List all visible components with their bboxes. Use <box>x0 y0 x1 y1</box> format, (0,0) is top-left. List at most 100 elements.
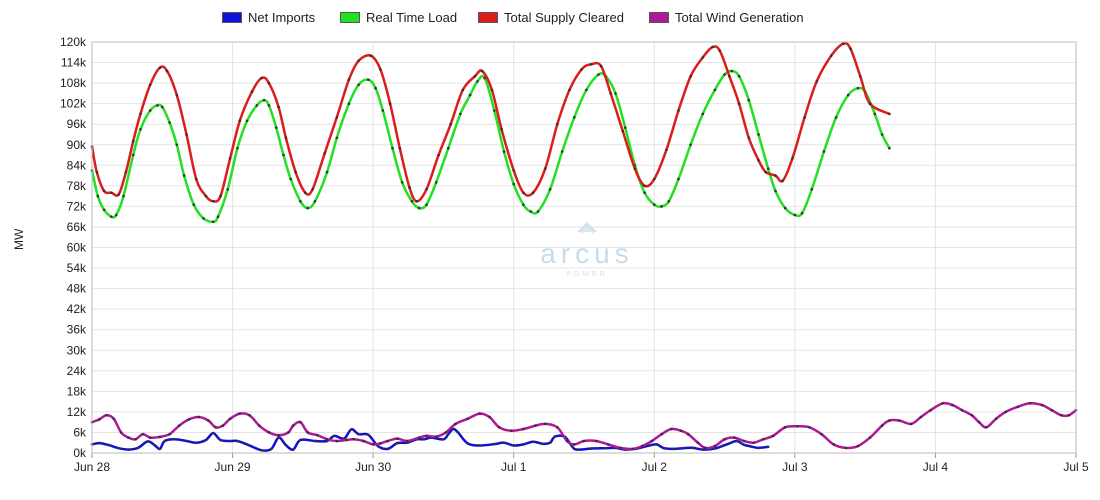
data-point <box>277 105 280 109</box>
data-point <box>333 434 336 438</box>
data-point <box>473 75 477 78</box>
data-point <box>211 200 215 203</box>
series-line <box>90 69 891 224</box>
data-point <box>466 442 470 445</box>
data-point <box>146 440 149 443</box>
data-point <box>449 122 453 126</box>
data-point <box>173 438 176 441</box>
data-point <box>379 68 382 71</box>
legend: Net Imports Real Time Load Total Supply Cl… <box>0 8 1100 26</box>
data-point <box>238 119 242 123</box>
data-point <box>468 93 472 97</box>
series-total-supply-cleared <box>90 42 891 203</box>
data-point <box>454 422 457 426</box>
data-point <box>682 446 685 450</box>
data-point <box>522 191 525 194</box>
data-point <box>808 426 811 429</box>
data-point <box>274 126 278 129</box>
data-point <box>631 447 634 451</box>
data-point <box>175 93 179 97</box>
data-point <box>621 129 625 133</box>
data-point <box>228 157 232 160</box>
y-tick-label: 102k <box>60 97 87 111</box>
data-point <box>897 419 901 422</box>
data-point <box>718 49 721 52</box>
data-point <box>148 436 152 439</box>
data-point <box>245 119 249 123</box>
data-point <box>590 63 593 66</box>
data-point <box>345 438 348 442</box>
y-tick-label: 18k <box>67 384 87 398</box>
data-point <box>410 200 414 203</box>
data-point <box>701 448 705 451</box>
data-point <box>604 446 608 450</box>
legend-item-net-imports[interactable]: Net Imports <box>222 8 315 26</box>
legend-item-total-wind-generation[interactable]: Total Wind Generation <box>649 8 804 26</box>
data-point <box>434 181 438 184</box>
data-point <box>257 424 261 427</box>
data-point <box>1050 408 1054 412</box>
data-point <box>175 143 179 147</box>
data-point <box>139 128 142 131</box>
data-point <box>396 441 399 445</box>
data-point <box>456 431 460 434</box>
y-axis: 0k 6k 12k 18k 24k 30k 36k 42k 48k 54k 60k 66k 72k 78k… <box>60 35 87 460</box>
data-point <box>238 412 242 415</box>
data-point <box>260 76 264 80</box>
data-point <box>447 146 450 150</box>
data-point <box>648 444 651 447</box>
data-point <box>493 442 496 446</box>
data-point <box>859 75 862 78</box>
data-point <box>117 446 120 450</box>
data-point <box>846 93 850 97</box>
data-point <box>670 427 673 431</box>
data-point <box>548 441 552 445</box>
data-point <box>374 86 377 90</box>
data-point <box>158 66 162 69</box>
legend-item-real-time-load[interactable]: Real Time Load <box>340 8 457 26</box>
data-point <box>417 206 421 210</box>
data-point <box>796 425 799 428</box>
data-point <box>723 438 726 441</box>
data-point <box>161 105 164 109</box>
data-point <box>757 158 760 162</box>
data-point <box>757 133 760 136</box>
data-point <box>107 443 111 447</box>
legend-item-total-supply-cleared[interactable]: Total Supply Cleared <box>478 8 624 26</box>
data-point <box>216 215 220 218</box>
data-point <box>585 88 588 92</box>
data-point <box>970 414 974 417</box>
legend-swatch <box>649 11 669 23</box>
data-point <box>194 177 198 181</box>
data-point <box>643 184 646 188</box>
data-point <box>662 446 666 450</box>
data-point <box>316 433 319 437</box>
data-point <box>655 443 658 446</box>
data-point <box>398 146 402 150</box>
watermark-brand: arcus <box>540 238 633 269</box>
data-point <box>677 109 680 112</box>
data-point <box>747 98 751 102</box>
data-point <box>148 109 152 112</box>
data-point <box>665 148 668 152</box>
data-point <box>219 438 222 442</box>
data-point <box>396 437 399 440</box>
data-point <box>156 104 159 107</box>
data-point <box>597 73 600 76</box>
data-point <box>660 432 663 436</box>
data-point <box>888 419 891 422</box>
data-point <box>236 146 239 150</box>
data-point <box>580 68 583 71</box>
data-point <box>643 191 646 194</box>
data-point <box>774 189 777 193</box>
y-tick-label: 12k <box>67 405 87 419</box>
data-point <box>185 133 188 136</box>
data-point <box>568 88 571 92</box>
data-point <box>747 136 751 140</box>
data-point <box>451 427 455 431</box>
data-point <box>110 191 113 194</box>
data-point <box>381 109 385 112</box>
data-point <box>95 170 99 174</box>
series-real-time-load <box>90 69 891 224</box>
data-point <box>728 75 731 78</box>
